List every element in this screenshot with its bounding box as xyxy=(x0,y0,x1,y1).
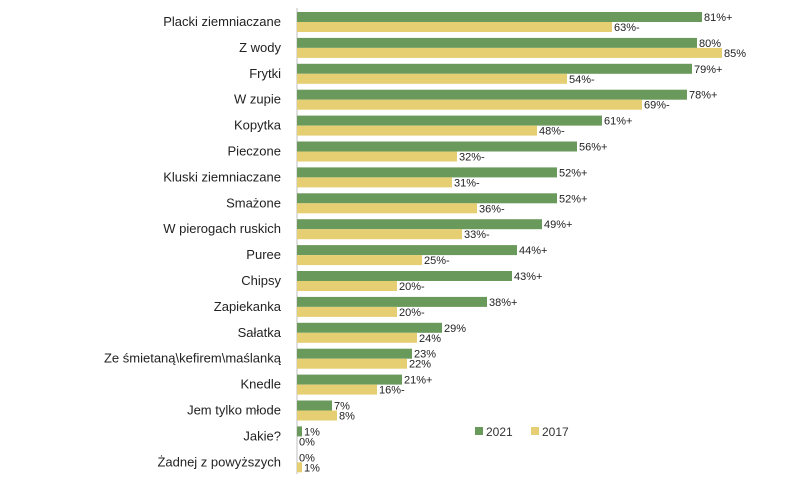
data-label-2017: 25%- xyxy=(424,255,450,267)
bar-2021 xyxy=(297,89,687,100)
bar-2021 xyxy=(297,322,442,333)
chart-legend: 2021 2017 xyxy=(475,425,569,439)
legend-swatch-2017 xyxy=(531,427,539,435)
data-label-2021: 1% xyxy=(304,426,320,438)
bar-2021 xyxy=(297,219,542,230)
bar-2021 xyxy=(297,63,692,74)
legend-label-2017: 2017 xyxy=(542,425,569,439)
bars-layer xyxy=(297,12,722,473)
bar-2021 xyxy=(297,245,517,256)
bar-2017 xyxy=(297,151,457,162)
category-label: Smażone xyxy=(226,195,281,210)
bar-2021 xyxy=(297,115,602,126)
data-label-2017: 85% xyxy=(724,48,746,60)
category-label: W zupie xyxy=(234,92,281,107)
data-label-2017: 33%- xyxy=(464,229,490,241)
data-label-2021: 56%+ xyxy=(579,142,607,154)
bar-2017 xyxy=(297,358,407,369)
category-label: Knedle xyxy=(241,377,281,392)
bar-2017 xyxy=(297,99,642,110)
data-label-2021: 78%+ xyxy=(689,90,717,102)
data-label-2017: 36%- xyxy=(479,203,505,215)
bar-2017 xyxy=(297,203,477,214)
category-label: Jakie? xyxy=(243,428,281,443)
bar-2017 xyxy=(297,384,377,395)
bar-2021 xyxy=(297,12,702,22)
bar-2017 xyxy=(297,73,567,84)
data-label-2017: 32%- xyxy=(459,152,485,164)
legend-label-2021: 2021 xyxy=(486,425,513,439)
category-label: Kluski ziemniaczane xyxy=(163,169,281,184)
data-label-2021: 81%+ xyxy=(704,12,732,24)
bar-2017 xyxy=(297,306,397,317)
data-label-2021: 79%+ xyxy=(694,64,722,76)
bar-2017 xyxy=(297,22,612,32)
category-label: Puree xyxy=(246,247,281,262)
bar-2021 xyxy=(297,374,402,385)
bar-2021 xyxy=(297,37,697,48)
data-label-2017: 63%- xyxy=(614,22,640,34)
bar-2021 xyxy=(297,141,577,152)
bar-2017 xyxy=(297,281,397,291)
category-label: W pierogach ruskich xyxy=(163,221,281,236)
data-label-2017: 1% xyxy=(304,462,320,474)
category-label: Sałatka xyxy=(238,325,282,340)
bar-2017 xyxy=(297,462,302,473)
legend-swatch-2021 xyxy=(475,427,483,435)
data-label-2017: 48%- xyxy=(539,126,565,138)
bar-2017 xyxy=(297,410,337,421)
data-label-2017: 54%- xyxy=(569,74,595,86)
data-label-2021: 7% xyxy=(334,401,350,413)
bar-2021 xyxy=(297,426,302,437)
data-label-2017: 0% xyxy=(299,436,315,448)
data-label-2017: 69%- xyxy=(644,100,670,112)
bar-2017 xyxy=(297,47,722,58)
data-label-2017: 31%- xyxy=(454,177,480,189)
data-label-2017: 20%- xyxy=(399,307,425,319)
bar-2021 xyxy=(297,296,487,307)
category-label: Pieczone xyxy=(228,144,281,159)
bar-2021 xyxy=(297,348,412,359)
category-label: Z wody xyxy=(239,40,281,55)
category-label: Jem tylko młode xyxy=(187,403,281,418)
bar-2017 xyxy=(297,125,537,136)
category-label: Frytki xyxy=(249,66,281,81)
category-label: Żadnej z powyższych xyxy=(157,454,281,469)
category-label: Zapiekanka xyxy=(214,299,282,314)
bar-2017 xyxy=(297,177,452,188)
labels-layer: Placki ziemniaczane 81%+ 63%- Z wody 80%85% F… xyxy=(104,12,746,474)
data-label-2021: 21%+ xyxy=(404,375,432,387)
data-label-2021: 80% xyxy=(699,38,721,50)
data-label-2017: 22% xyxy=(409,359,431,371)
bar-2021 xyxy=(297,193,557,204)
bar-2021 xyxy=(297,167,557,178)
data-label-2021: 52%+ xyxy=(559,193,587,205)
category-label: Ze śmietaną\kefirem\maślanką xyxy=(104,351,282,366)
data-label-2017: 24% xyxy=(419,333,441,345)
category-label: Chipsy xyxy=(241,273,281,288)
data-label-2021: 43%+ xyxy=(514,271,542,283)
bar-2021 xyxy=(297,271,512,281)
category-label: Kopytka xyxy=(234,118,282,133)
data-label-2021: 44%+ xyxy=(519,245,547,257)
bar-2021 xyxy=(297,400,332,411)
data-label-2021: 23% xyxy=(414,349,436,361)
data-label-2021: 49%+ xyxy=(544,219,572,231)
bar-2017 xyxy=(297,332,417,343)
data-label-2017: 8% xyxy=(339,411,355,423)
data-label-2017: 20%- xyxy=(399,281,425,293)
data-label-2021: 0% xyxy=(299,452,315,464)
bar-2017 xyxy=(297,255,422,266)
bar-2017 xyxy=(297,229,462,240)
category-label: Placki ziemniaczane xyxy=(163,14,281,29)
data-label-2021: 38%+ xyxy=(489,297,517,309)
data-label-2021: 52%+ xyxy=(559,167,587,179)
data-label-2021: 29% xyxy=(444,323,466,335)
data-label-2017: 16%- xyxy=(379,385,405,397)
data-label-2021: 61%+ xyxy=(604,116,632,128)
